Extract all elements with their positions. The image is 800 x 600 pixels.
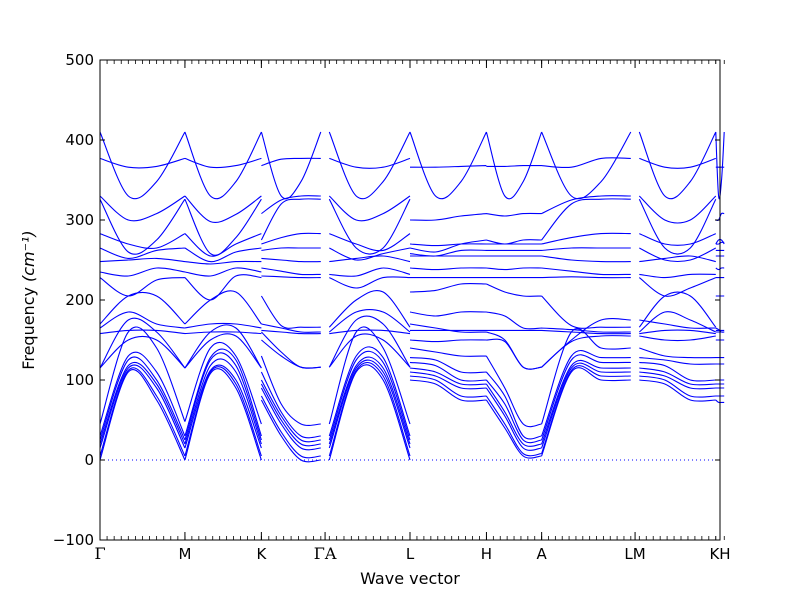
x-tick-label: H — [481, 545, 492, 563]
plot-frame — [99, 59, 721, 541]
x-tick-label: K — [256, 545, 267, 563]
y-tick-label: 500 — [65, 51, 94, 69]
y-axis-title: Frequency (cm⁻¹) — [19, 230, 38, 369]
y-tick-label: 0 — [84, 451, 94, 469]
x-tick-label: Γ — [94, 544, 105, 563]
y-tick-label: 300 — [65, 211, 94, 229]
y-axis-title-text: Frequency — [19, 287, 38, 370]
x-tick-label: M — [178, 545, 191, 563]
y-tick-label: −100 — [53, 531, 94, 549]
x-tick-label: ΓA — [314, 544, 337, 563]
x-tick-label: LM — [624, 545, 645, 563]
x-axis-title: Wave vector — [360, 569, 460, 588]
x-tick-label: KH — [709, 545, 730, 563]
x-tick-label: A — [537, 545, 548, 563]
y-tick-label: 100 — [65, 371, 94, 389]
y-tick-label: 400 — [65, 131, 94, 149]
y-axis-ticks: −100 0 100 200 300 400 500 — [53, 51, 720, 549]
y-tick-label: 200 — [65, 291, 94, 309]
x-tick-label: L — [406, 545, 415, 563]
y-axis-title-unit: (cm⁻¹) — [19, 230, 38, 282]
